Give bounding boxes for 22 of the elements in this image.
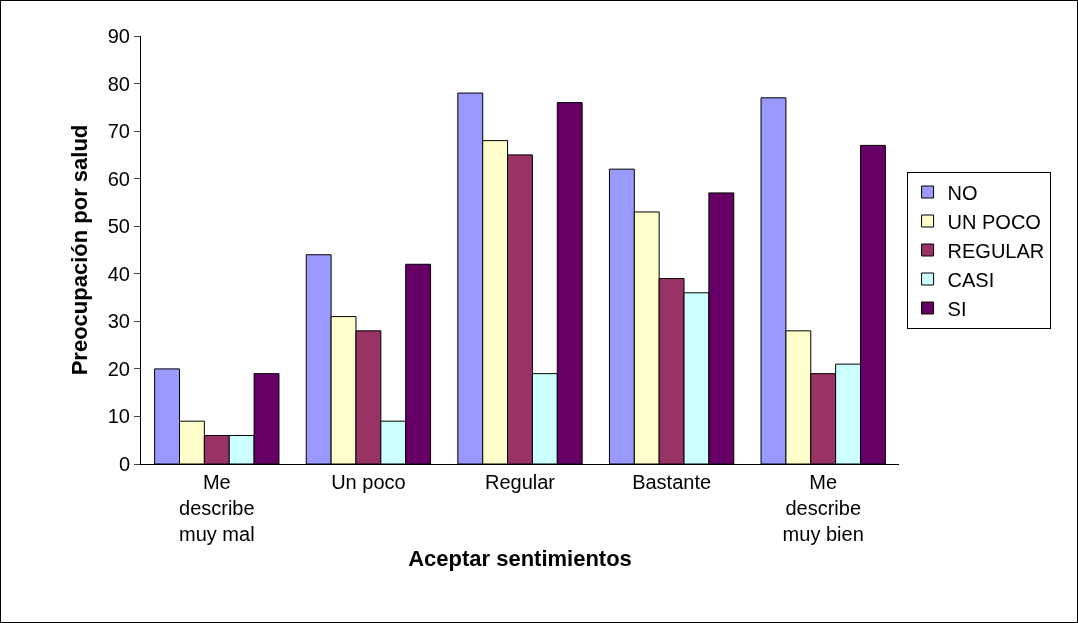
legend-label: NO [947,181,978,204]
x-tick-label: Regular [484,471,556,493]
legend-label: CASI [947,268,995,291]
y-tick-label: 70 [107,120,130,143]
x-tick-label: Me describe muy bien [782,471,864,545]
y-tick-label: 10 [107,405,130,428]
legend-label: REGULAR [947,239,1045,262]
legend-label: SI [947,297,967,320]
y-tick-label: 30 [107,310,130,333]
y-tick-label: 90 [107,25,130,47]
y-tick-label: 60 [107,167,130,190]
legend-label: UN POCO [947,210,1041,233]
x-tick-label: Me describe muy mal [179,471,255,545]
y-tick-label: 40 [107,262,130,285]
y-tick-label: 20 [107,357,130,380]
x-tick-label: Bastante [632,471,712,493]
y-tick-label: 80 [107,72,130,95]
y-axis-title: Preocupación por salud [66,124,92,376]
x-axis-title: Aceptar sentimientos [408,545,632,571]
x-tick-label: Un poco [331,471,406,493]
y-tick-label: 50 [107,215,130,238]
y-tick-label: 0 [118,453,130,475]
